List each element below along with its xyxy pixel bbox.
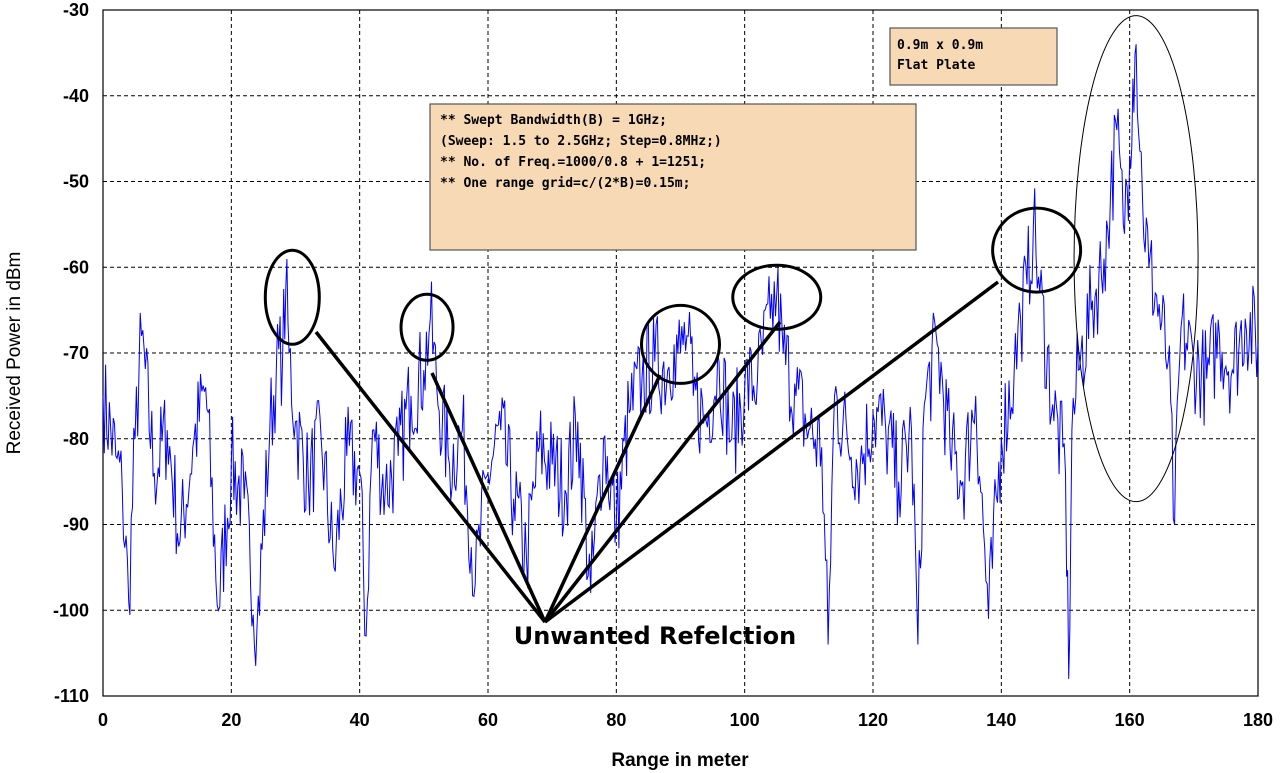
sweep-note-line-4: ** One range grid=c/(2*B)=0.15m; xyxy=(440,176,690,191)
x-tick-label: 180 xyxy=(1243,710,1273,730)
annotation-overlays xyxy=(263,15,1199,624)
x-tick-label: 60 xyxy=(478,710,498,730)
y-tick-label: -100 xyxy=(53,600,89,620)
pointer-line xyxy=(543,320,782,624)
y-tick-label: -80 xyxy=(63,429,89,449)
x-tick-label: 40 xyxy=(350,710,370,730)
plate-note-line-1: 0.9m x 0.9m xyxy=(897,38,983,53)
x-tick-label: 80 xyxy=(606,710,626,730)
peak-ellipse xyxy=(731,263,823,331)
series-line xyxy=(102,44,1259,679)
plate-note-line-2: Flat Plate xyxy=(897,58,975,73)
sweep-note-line-1: ** Swept Bandwidth(B) = 1GHz; xyxy=(440,113,667,128)
peak-ellipse xyxy=(399,292,455,362)
y-tick-label: -50 xyxy=(63,172,89,192)
y-tick-label: -70 xyxy=(63,343,89,363)
x-axis-label: Range in meter xyxy=(611,750,749,771)
y-tick-label: -40 xyxy=(63,86,89,106)
y-axis-label: Received Power in dBm xyxy=(4,252,25,455)
x-tick-labels: 0 20 40 60 80 100 120 140 160 180 xyxy=(98,710,1273,730)
x-tick-label: 100 xyxy=(730,710,760,730)
peak-ellipse xyxy=(263,248,321,346)
y-tick-label: -90 xyxy=(63,515,89,535)
y-tick-label: -110 xyxy=(54,686,89,706)
pointer-line xyxy=(430,372,547,623)
peak-ellipse xyxy=(991,206,1083,294)
y-tick-label: -30 xyxy=(63,0,89,20)
y-tick-label: -60 xyxy=(63,257,89,277)
y-tick-labels: -30 -40 -50 -60 -70 -80 -90 -100 -110 xyxy=(53,0,89,706)
callout-label: Unwanted Refelction xyxy=(514,622,797,650)
plate-note-box: 0.9m x 0.9m Flat Plate xyxy=(889,27,1058,86)
x-tick-label: 120 xyxy=(858,710,888,730)
sweep-note-line-2: (Sweep: 1.5 to 2.5GHz; Step=0.8MHz;) xyxy=(440,134,722,149)
sweep-note-line-3: ** No. of Freq.=1000/0.8 + 1=1251; xyxy=(440,155,706,170)
pointer-line xyxy=(543,280,1000,624)
peak-ellipse xyxy=(1073,15,1199,503)
pointer-line xyxy=(314,330,547,624)
x-tick-label: 0 xyxy=(98,710,108,730)
sweep-note-box: ** Swept Bandwidth(B) = 1GHz; (Sweep: 1.… xyxy=(429,103,917,251)
peak-ellipse xyxy=(640,303,721,385)
x-tick-label: 20 xyxy=(221,710,241,730)
x-tick-label: 160 xyxy=(1115,710,1145,730)
pointer-line xyxy=(543,374,662,623)
x-tick-label: 140 xyxy=(986,710,1016,730)
